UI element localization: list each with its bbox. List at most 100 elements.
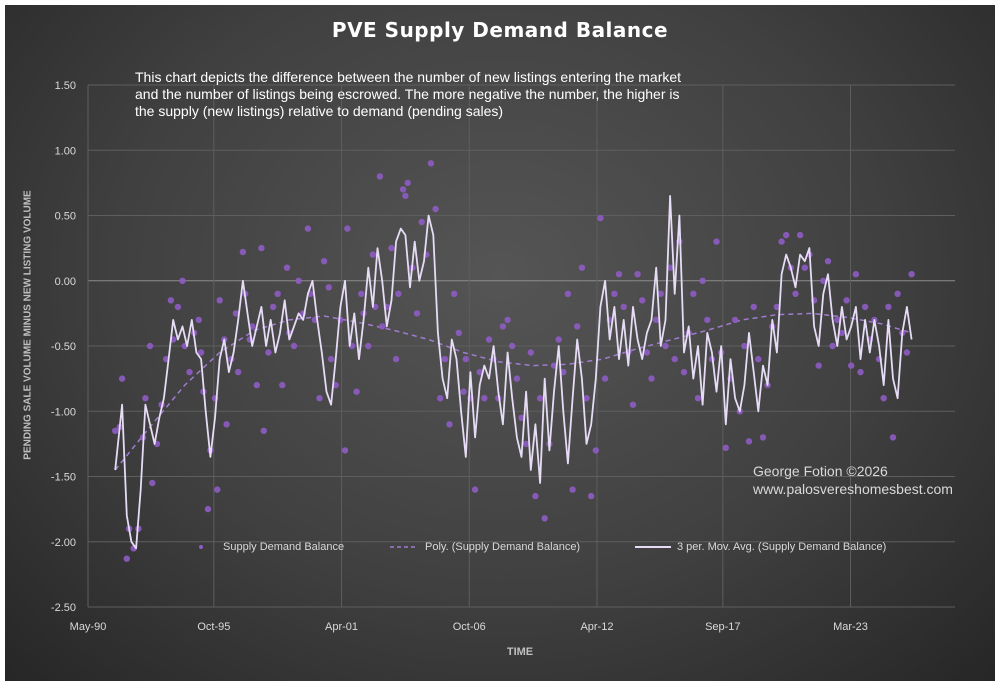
data-point (773, 303, 781, 311)
data-point (666, 264, 674, 271)
data-point (460, 388, 467, 395)
data-point (639, 297, 646, 304)
data-point (402, 192, 409, 200)
y-tick-label: -0.50 (51, 341, 76, 353)
data-point (149, 479, 156, 487)
x-tick-label: Sep-17 (705, 621, 740, 633)
data-point (214, 486, 221, 493)
data-point (379, 323, 386, 330)
data-point (783, 231, 790, 239)
data-point (694, 395, 702, 402)
data-point (471, 486, 479, 493)
data-point (123, 555, 130, 562)
legend-marker-trend (390, 546, 418, 548)
data-point (413, 310, 421, 317)
data-point (446, 421, 453, 428)
data-point (353, 388, 360, 395)
data-point (731, 316, 739, 324)
data-point (560, 368, 567, 376)
x-tick-label: Mar-23 (833, 621, 868, 633)
data-point (369, 251, 377, 258)
data-point (848, 362, 855, 369)
data-point (388, 244, 395, 252)
data-point (801, 264, 808, 271)
data-point (327, 355, 335, 363)
y-tick-label: 0.00 (55, 276, 76, 288)
data-point (653, 316, 660, 324)
data-point (174, 303, 182, 311)
data-point (186, 368, 193, 376)
data-point (824, 258, 832, 265)
data-point (527, 349, 534, 356)
y-tick-label: -2.00 (51, 537, 76, 549)
data-point (555, 336, 562, 343)
data-point (634, 271, 641, 278)
legend-item-mavg: 3 per. Mov. Avg. (Supply Demand Balance) (635, 540, 886, 554)
data-point (197, 349, 205, 356)
data-point (601, 375, 609, 382)
data-point (365, 342, 372, 350)
data-point (325, 284, 332, 291)
y-gridlines (88, 84, 955, 608)
credit-block: George Fotion ©2026 www.palosvereshomesb… (753, 462, 953, 498)
data-point (838, 329, 846, 337)
data-point (611, 290, 618, 297)
data-point (852, 271, 860, 278)
data-point (889, 434, 897, 441)
poly-trend-line (114, 312, 912, 471)
data-point (376, 173, 384, 180)
data-point (269, 303, 277, 311)
data-point (578, 264, 586, 271)
data-point (820, 277, 827, 284)
data-point (657, 290, 664, 297)
data-point (118, 375, 126, 382)
supply-demand-points (112, 160, 915, 562)
data-point (253, 381, 260, 389)
data-point (778, 238, 785, 245)
data-point (722, 444, 729, 451)
data-point (427, 160, 435, 167)
data-point (283, 264, 291, 271)
data-point (290, 342, 298, 350)
data-point (796, 231, 804, 239)
data-point (792, 290, 799, 297)
data-point (518, 414, 525, 421)
data-point (509, 342, 516, 350)
data-point (834, 316, 841, 324)
x-tick-labels: May-90 Oct-95 Apr-01 Oct-06 Apr-12 Sep-17 Mar-… (70, 621, 868, 633)
data-point (232, 310, 240, 317)
chart-title: PVE Supply Demand Balance (331, 18, 669, 42)
y-tick-label: -1.00 (51, 406, 76, 418)
data-point (437, 395, 444, 402)
data-point (704, 316, 711, 324)
data-point (755, 355, 762, 363)
data-point (750, 303, 757, 311)
y-tick-label: 1.50 (55, 80, 76, 92)
data-point (146, 342, 154, 350)
data-point (504, 316, 511, 324)
legend-item-trend: Poly. (Supply Demand Balance) (390, 540, 580, 554)
data-point (195, 316, 202, 324)
credit-website: www.palosvereshomesbest.com (753, 481, 953, 497)
data-point (395, 290, 402, 297)
data-point (295, 277, 302, 284)
data-point (179, 277, 186, 284)
data-point (532, 492, 539, 500)
data-point (404, 179, 411, 187)
data-point (167, 297, 175, 304)
x-gridlines (87, 85, 852, 607)
data-point (569, 486, 576, 493)
data-point (903, 349, 911, 356)
data-point (418, 218, 425, 226)
x-tick-label: Oct-06 (453, 621, 486, 633)
moving-average-series (114, 195, 913, 550)
data-point (476, 368, 483, 376)
legend-marker-mavg (635, 546, 671, 548)
data-point (662, 342, 669, 350)
data-point (522, 440, 530, 448)
data-point (745, 438, 753, 445)
data-point (597, 214, 604, 222)
data-point (541, 515, 548, 522)
data-point (274, 290, 281, 297)
data-point (741, 342, 748, 350)
